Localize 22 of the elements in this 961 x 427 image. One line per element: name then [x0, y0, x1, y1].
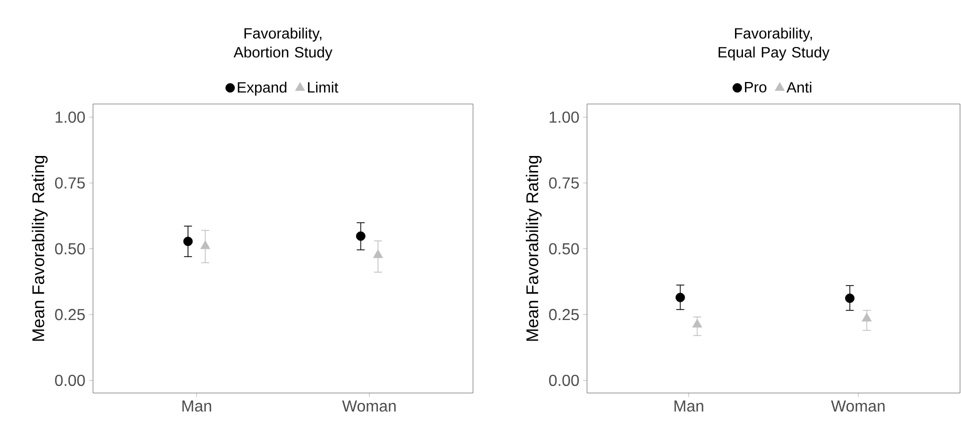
x-tick-label: Man	[674, 400, 704, 412]
y-tick-label: 0.00	[549, 374, 579, 386]
y-tick-label: 0.00	[55, 374, 85, 386]
x-tick-label: Woman	[342, 400, 396, 412]
y-tick-label: 0.75	[55, 177, 85, 189]
y-tick-label: 0.25	[55, 308, 85, 320]
chart-title: Favorability, Equal Pay Study	[718, 28, 830, 60]
x-tick-label: Man	[182, 400, 212, 412]
y-tick-label: 0.50	[55, 243, 85, 254]
legend-label: Pro	[744, 82, 766, 92]
y-axis-title: Mean Favorability Rating	[526, 156, 542, 341]
legend-label: Limit	[308, 82, 338, 93]
x-tick-label: Woman	[831, 400, 885, 412]
y-tick-label: 0.75	[549, 177, 579, 189]
chart-title: Favorability, Abortion Study	[234, 28, 332, 60]
y-tick-label: 0.50	[549, 243, 579, 254]
legend-label: Expand	[238, 82, 286, 96]
legend-label: Anti	[786, 82, 812, 93]
y-tick-label: 0.25	[549, 308, 579, 320]
y-tick-label: 1.00	[550, 112, 579, 123]
y-tick-label: 1.00	[56, 112, 85, 123]
y-axis-title: Mean Favorability Rating	[32, 156, 48, 341]
